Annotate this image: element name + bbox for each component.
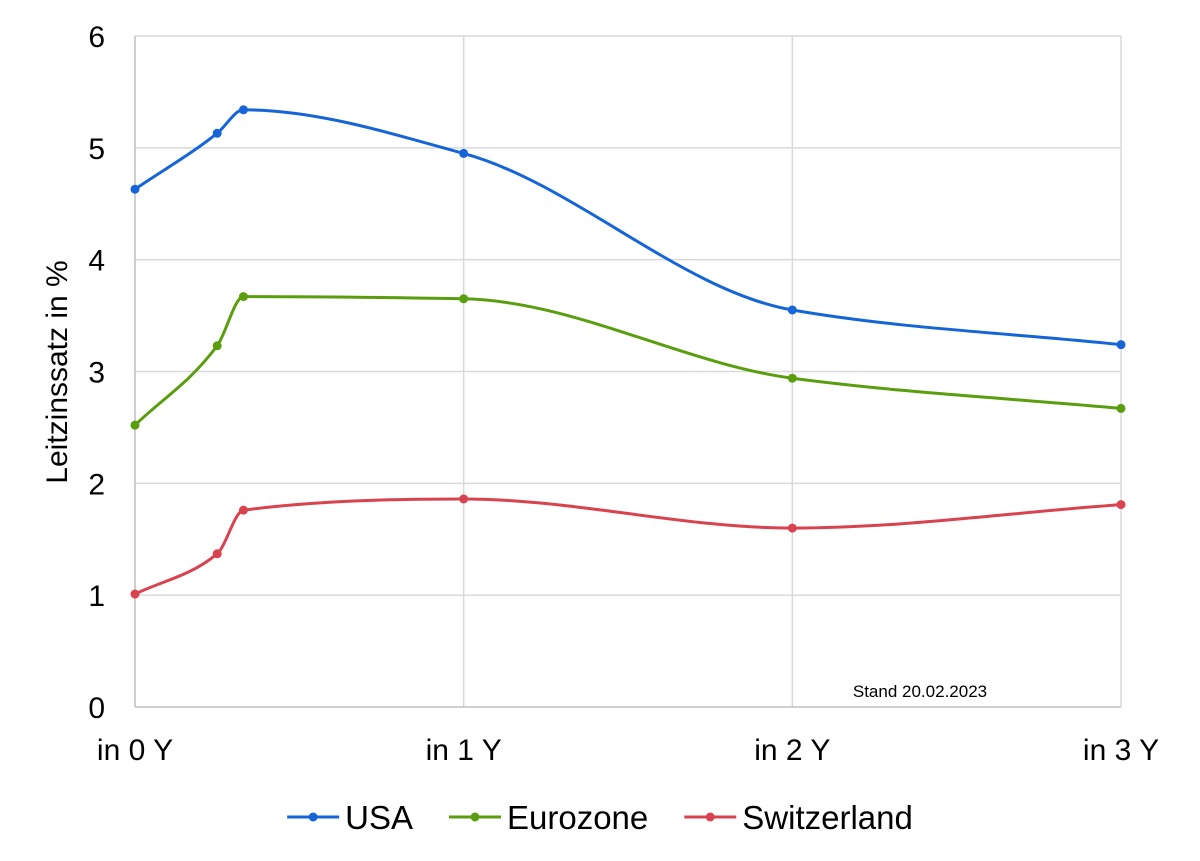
series-lines bbox=[130, 105, 1126, 599]
legend-item-eurozone: Eurozone bbox=[449, 799, 648, 836]
data-point-eurozone bbox=[212, 341, 222, 351]
legend: USA Eurozone Switzerland bbox=[287, 799, 913, 836]
data-point-switzerland bbox=[212, 549, 222, 559]
data-point-usa bbox=[212, 128, 222, 138]
series-line-eurozone bbox=[133, 295, 1123, 427]
data-point-eurozone bbox=[238, 292, 248, 302]
x-tick-labels: in 0 Y in 1 Y in 2 Y in 3 Y bbox=[97, 734, 1159, 767]
legend-item-switzerland: Switzerland bbox=[684, 799, 913, 836]
y-tick-label: 3 bbox=[88, 357, 105, 390]
x-tick-label: in 1 Y bbox=[426, 734, 502, 767]
data-point-switzerland bbox=[787, 523, 797, 533]
y-tick-label: 0 bbox=[88, 692, 105, 725]
data-point-eurozone bbox=[787, 373, 797, 383]
data-point-usa bbox=[130, 184, 140, 194]
y-tick-label: 2 bbox=[88, 468, 105, 501]
data-point-usa bbox=[459, 148, 469, 158]
y-tick-label: 6 bbox=[88, 21, 105, 54]
series-line-switzerland bbox=[133, 497, 1123, 596]
data-point-switzerland bbox=[459, 494, 469, 504]
x-tick-label: in 0 Y bbox=[97, 734, 173, 767]
legend-swatch-marker bbox=[470, 812, 480, 822]
legend-item-usa: USA bbox=[287, 799, 413, 836]
x-tick-label: in 3 Y bbox=[1083, 734, 1159, 767]
data-point-usa bbox=[787, 305, 797, 315]
data-point-eurozone bbox=[459, 294, 469, 304]
series-usa bbox=[130, 105, 1126, 350]
legend-label: Switzerland bbox=[742, 799, 913, 836]
legend-label: USA bbox=[345, 799, 413, 836]
series-eurozone bbox=[130, 292, 1126, 430]
legend-swatch-marker bbox=[705, 812, 715, 822]
date-note: Stand 20.02.2023 bbox=[853, 682, 987, 701]
data-point-usa bbox=[1116, 340, 1126, 350]
data-point-eurozone bbox=[1116, 403, 1126, 413]
y-axis-title: Leitzinssatz in % bbox=[41, 260, 74, 483]
data-point-switzerland bbox=[238, 505, 248, 515]
series-line-usa bbox=[133, 108, 1123, 347]
grid bbox=[135, 35, 1122, 707]
y-tick-label: 5 bbox=[88, 133, 105, 166]
data-point-switzerland bbox=[1116, 500, 1126, 510]
legend-label: Eurozone bbox=[507, 799, 648, 836]
legend-swatch-marker bbox=[308, 812, 318, 822]
y-tick-labels: 0 1 2 3 4 5 6 bbox=[88, 21, 105, 725]
x-tick-label: in 2 Y bbox=[754, 734, 830, 767]
data-point-eurozone bbox=[130, 420, 140, 430]
series-switzerland bbox=[130, 494, 1126, 599]
y-tick-label: 1 bbox=[88, 580, 105, 613]
data-point-usa bbox=[238, 105, 248, 115]
y-tick-label: 4 bbox=[88, 245, 105, 278]
data-point-switzerland bbox=[130, 589, 140, 599]
